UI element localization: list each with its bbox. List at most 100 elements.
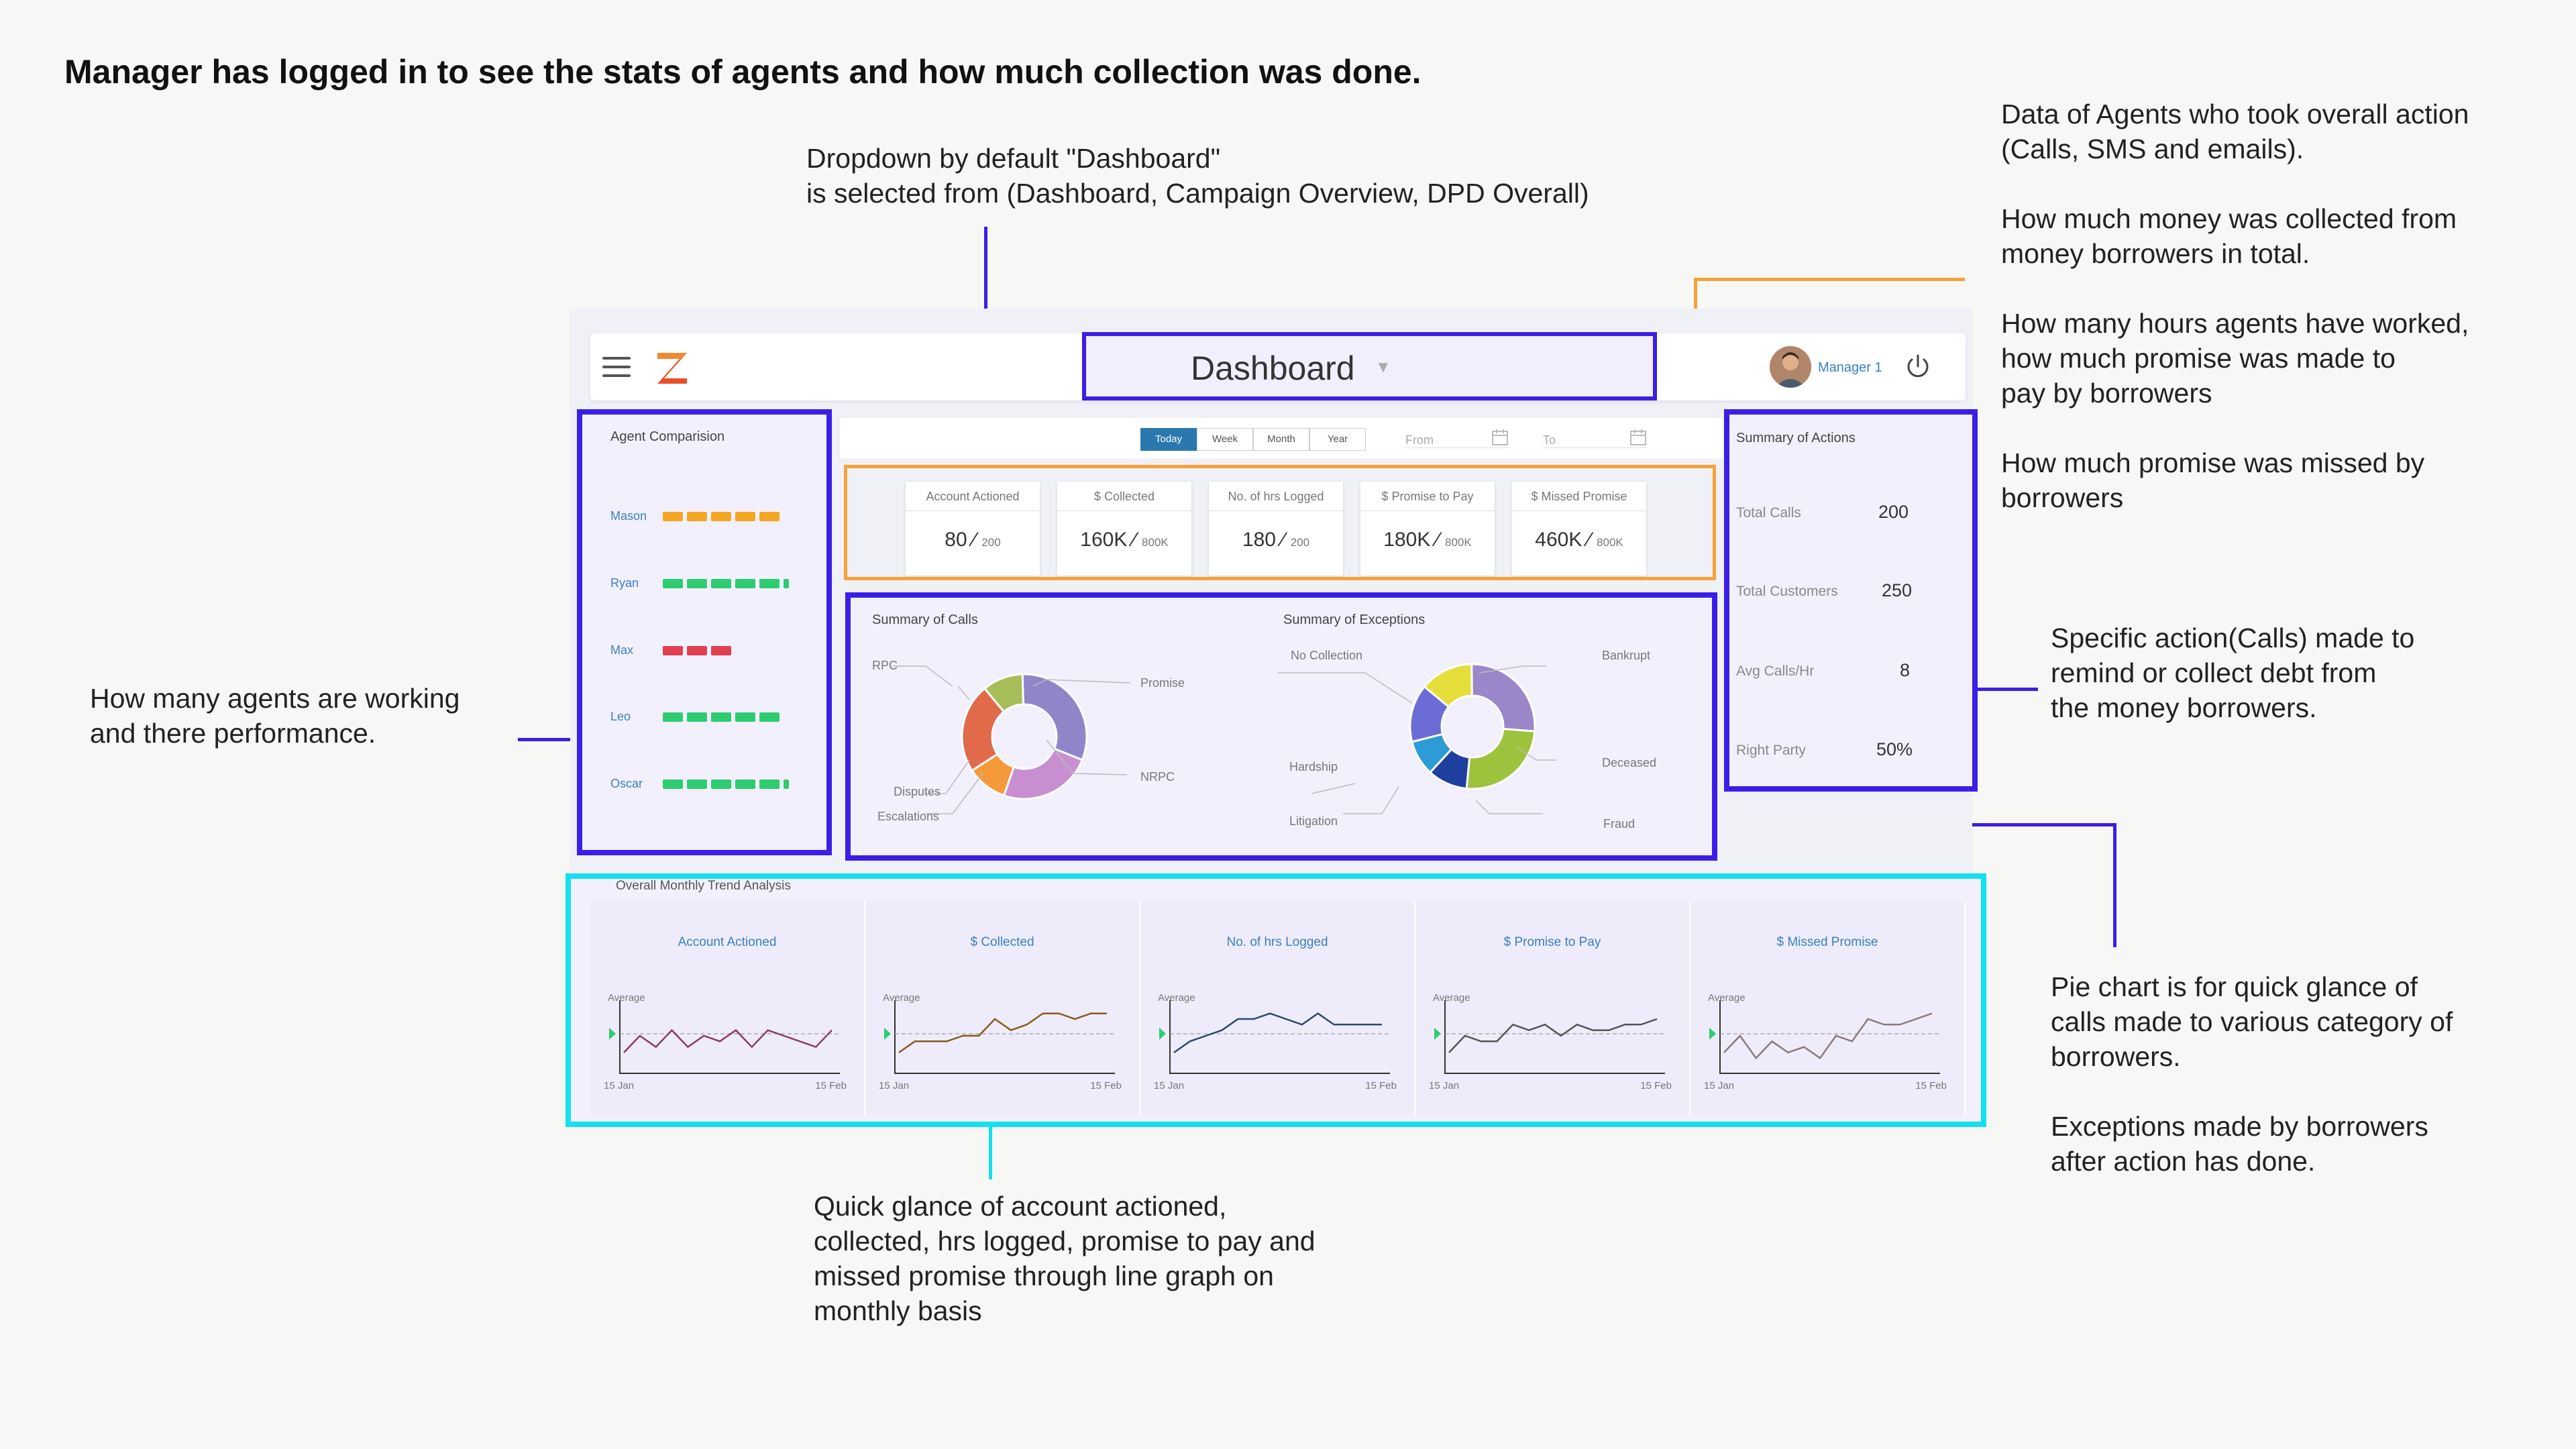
- dashboard-dropdown[interactable]: [1082, 332, 1657, 400]
- stat-card-collected[interactable]: $ Collected 160K ⁄ 800K: [1057, 482, 1191, 576]
- trend-card[interactable]: $ Missed Promise Average 15 Jan 15 Feb: [1690, 902, 1966, 1115]
- trend-card-title: Account Actioned: [678, 935, 777, 949]
- note-specific-action: Specific action(Calls) made to remind or…: [2051, 623, 2415, 723]
- trend-line-chart: [1709, 1000, 1940, 1074]
- trend-card[interactable]: $ Collected Average 15 Jan 15 Feb: [865, 902, 1140, 1115]
- trend-line-chart: [884, 1000, 1115, 1074]
- stat-card-promise-to-pay[interactable]: $ Promise to Pay 180K ⁄ 800K: [1360, 482, 1495, 576]
- summary-of-actions-panel: [1724, 409, 1978, 792]
- stat-card-account-actioned[interactable]: Account Actioned 80 ⁄ 200: [906, 482, 1040, 576]
- stat-value: 180 ⁄ 200: [1242, 529, 1310, 551]
- agent-performance-bar: [711, 780, 731, 789]
- trend-card-title: No. of hrs Logged: [1226, 935, 1328, 949]
- trend-axis: [1169, 1000, 1390, 1074]
- note-pie-chart: Pie chart is for quick glance of calls m…: [2051, 971, 2453, 1177]
- connector-line: [989, 1127, 992, 1179]
- note-quick-glance: Quick glance of account actioned, collec…: [814, 1191, 1316, 1326]
- from-date-field[interactable]: From: [1405, 433, 1509, 448]
- agent-performance-bar: [711, 712, 731, 722]
- trend-average-label: Average: [608, 992, 645, 1004]
- stat-label: $ Collected: [1057, 490, 1191, 511]
- average-marker-icon: [1159, 1028, 1166, 1040]
- trend-x-start: 15 Jan: [1429, 1080, 1460, 1091]
- avatar[interactable]: [1770, 346, 1811, 388]
- agent-name[interactable]: Max: [610, 643, 634, 657]
- trend-card[interactable]: No. of hrs Logged Average 15 Jan 15 Feb: [1140, 902, 1415, 1115]
- agent-performance-bar: [687, 512, 707, 521]
- calendar-icon[interactable]: [1491, 428, 1509, 447]
- action-value: 8: [1900, 660, 1911, 680]
- trend-axis: [894, 1000, 1115, 1074]
- period-today-button[interactable]: Today: [1140, 428, 1197, 451]
- pie-leader-lines: [892, 665, 1556, 814]
- calls-summary-title: Summary of Calls: [872, 612, 978, 627]
- pie-label-rpc: RPC: [872, 659, 898, 672]
- action-label: Total Customers: [1736, 584, 1838, 599]
- stat-value: 80 ⁄ 200: [945, 529, 1001, 551]
- average-marker-icon: [1709, 1028, 1716, 1040]
- average-marker-icon: [609, 1028, 616, 1040]
- trend-x-end: 15 Feb: [1090, 1080, 1122, 1091]
- agent-name[interactable]: Leo: [610, 710, 631, 723]
- agent-name[interactable]: Mason: [610, 509, 647, 523]
- trend-card[interactable]: $ Promise to Pay Average 15 Jan 15 Feb: [1415, 902, 1690, 1115]
- agent-performance-bar: [663, 512, 683, 521]
- dropdown-label: Dashboard: [1191, 350, 1355, 387]
- trend-axis: [1719, 1000, 1940, 1074]
- trend-axis: [619, 1000, 840, 1074]
- stat-value: 160K ⁄ 800K: [1080, 529, 1169, 551]
- agent-performance-bar: [759, 579, 780, 588]
- agent-performance-bar: [687, 579, 707, 588]
- pie-label-escalations: Escalations: [877, 810, 940, 823]
- agent-performance-bar: [663, 780, 683, 789]
- connector-line: [984, 227, 987, 369]
- action-value: 50%: [1876, 739, 1913, 759]
- agent-performance-bar: [687, 712, 707, 722]
- trend-line-chart: [1159, 1000, 1390, 1074]
- trend-x-end: 15 Feb: [1365, 1080, 1397, 1091]
- agent-performance-bar: [687, 780, 707, 789]
- agent-performance-bar: [784, 579, 789, 588]
- calendar-icon[interactable]: [1629, 428, 1648, 447]
- trend-x-end: 15 Feb: [1640, 1080, 1672, 1091]
- stat-card-missed-promise[interactable]: $ Missed Promise 460K ⁄ 800K: [1512, 482, 1646, 576]
- trend-x-end: 15 Feb: [815, 1080, 847, 1091]
- actions-title: Summary of Actions: [1736, 431, 1856, 445]
- trend-average-label: Average: [1708, 992, 1746, 1004]
- trend-series-line: [623, 1028, 833, 1053]
- period-year-button[interactable]: Year: [1309, 428, 1366, 451]
- trend-line-chart: [1434, 1000, 1665, 1074]
- period-month-button[interactable]: Month: [1253, 428, 1309, 451]
- hamburger-menu-icon[interactable]: [602, 357, 631, 377]
- average-marker-icon: [1434, 1028, 1441, 1040]
- note-data-agents: Data of Agents who took overall action (…: [2001, 99, 2469, 513]
- stat-label: $ Promise to Pay: [1360, 490, 1495, 511]
- average-marker-icon: [884, 1028, 891, 1040]
- trend-card[interactable]: Account Actioned Average 15 Jan 15 Feb: [590, 902, 865, 1115]
- user-name[interactable]: Manager 1: [1818, 360, 1882, 375]
- trend-axis: [1444, 1000, 1665, 1074]
- agent-performance-bar: [759, 780, 780, 789]
- power-icon[interactable]: [1904, 353, 1932, 381]
- connector-line: [518, 738, 578, 741]
- pie-label-disputes: Disputes: [894, 785, 941, 798]
- trend-line-chart: [609, 1000, 840, 1074]
- pie-label-litigation: Litigation: [1289, 814, 1338, 828]
- agent-name[interactable]: Ryan: [610, 576, 639, 590]
- agent-name[interactable]: Oscar: [610, 777, 643, 790]
- stat-label: Account Actioned: [906, 490, 1040, 511]
- agent-performance-bar: [663, 579, 683, 588]
- agent-performance-bar: [759, 712, 780, 722]
- exceptions-summary-title: Summary of Exceptions: [1283, 612, 1426, 627]
- trend-average-label: Average: [1158, 992, 1195, 1004]
- chevron-down-icon[interactable]: ▼: [1375, 358, 1391, 376]
- to-date-field[interactable]: To: [1543, 433, 1647, 448]
- donut-slice: [1470, 663, 1536, 733]
- stat-card-hrs-logged[interactable]: No. of hrs Logged 180 ⁄ 200: [1209, 482, 1343, 576]
- period-week-button[interactable]: Week: [1197, 428, 1253, 451]
- page-heading: Manager has logged in to see the stats o…: [64, 53, 1421, 91]
- trend-average-label: Average: [883, 992, 920, 1004]
- donut-slice: [961, 687, 1006, 772]
- pie-charts: [892, 663, 1556, 814]
- trend-card-title: $ Collected: [970, 935, 1034, 949]
